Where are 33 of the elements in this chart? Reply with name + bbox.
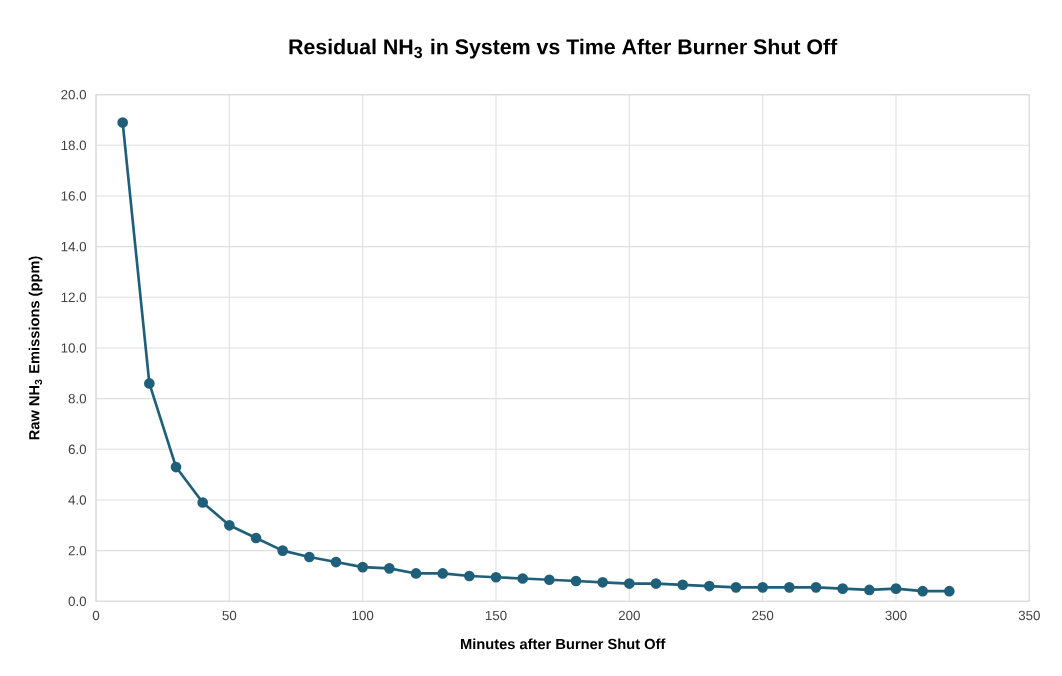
point	[597, 576, 609, 588]
point	[570, 575, 582, 587]
point	[170, 461, 182, 473]
point	[357, 561, 369, 573]
point	[730, 582, 742, 593]
point	[677, 579, 689, 591]
point	[917, 585, 929, 597]
point	[624, 578, 635, 589]
point	[384, 563, 395, 574]
point	[490, 571, 502, 583]
point	[650, 578, 662, 589]
point	[517, 573, 529, 584]
point	[890, 583, 902, 594]
point	[277, 545, 289, 556]
point	[544, 574, 555, 586]
point	[330, 556, 342, 568]
point	[757, 582, 769, 593]
point	[943, 585, 955, 597]
point	[837, 583, 849, 594]
point	[304, 551, 315, 563]
point	[704, 580, 715, 592]
point	[783, 582, 795, 593]
point	[437, 568, 449, 579]
point	[117, 117, 129, 128]
point	[410, 568, 422, 579]
point	[197, 497, 209, 508]
point	[863, 584, 875, 596]
point	[224, 519, 235, 531]
point	[144, 378, 155, 389]
point	[810, 582, 822, 593]
point	[250, 532, 262, 544]
chart-title: Residual NH$_{3}$ in System vs Time After Burner Shut Off	[289, 38, 838, 59]
point	[464, 570, 475, 582]
